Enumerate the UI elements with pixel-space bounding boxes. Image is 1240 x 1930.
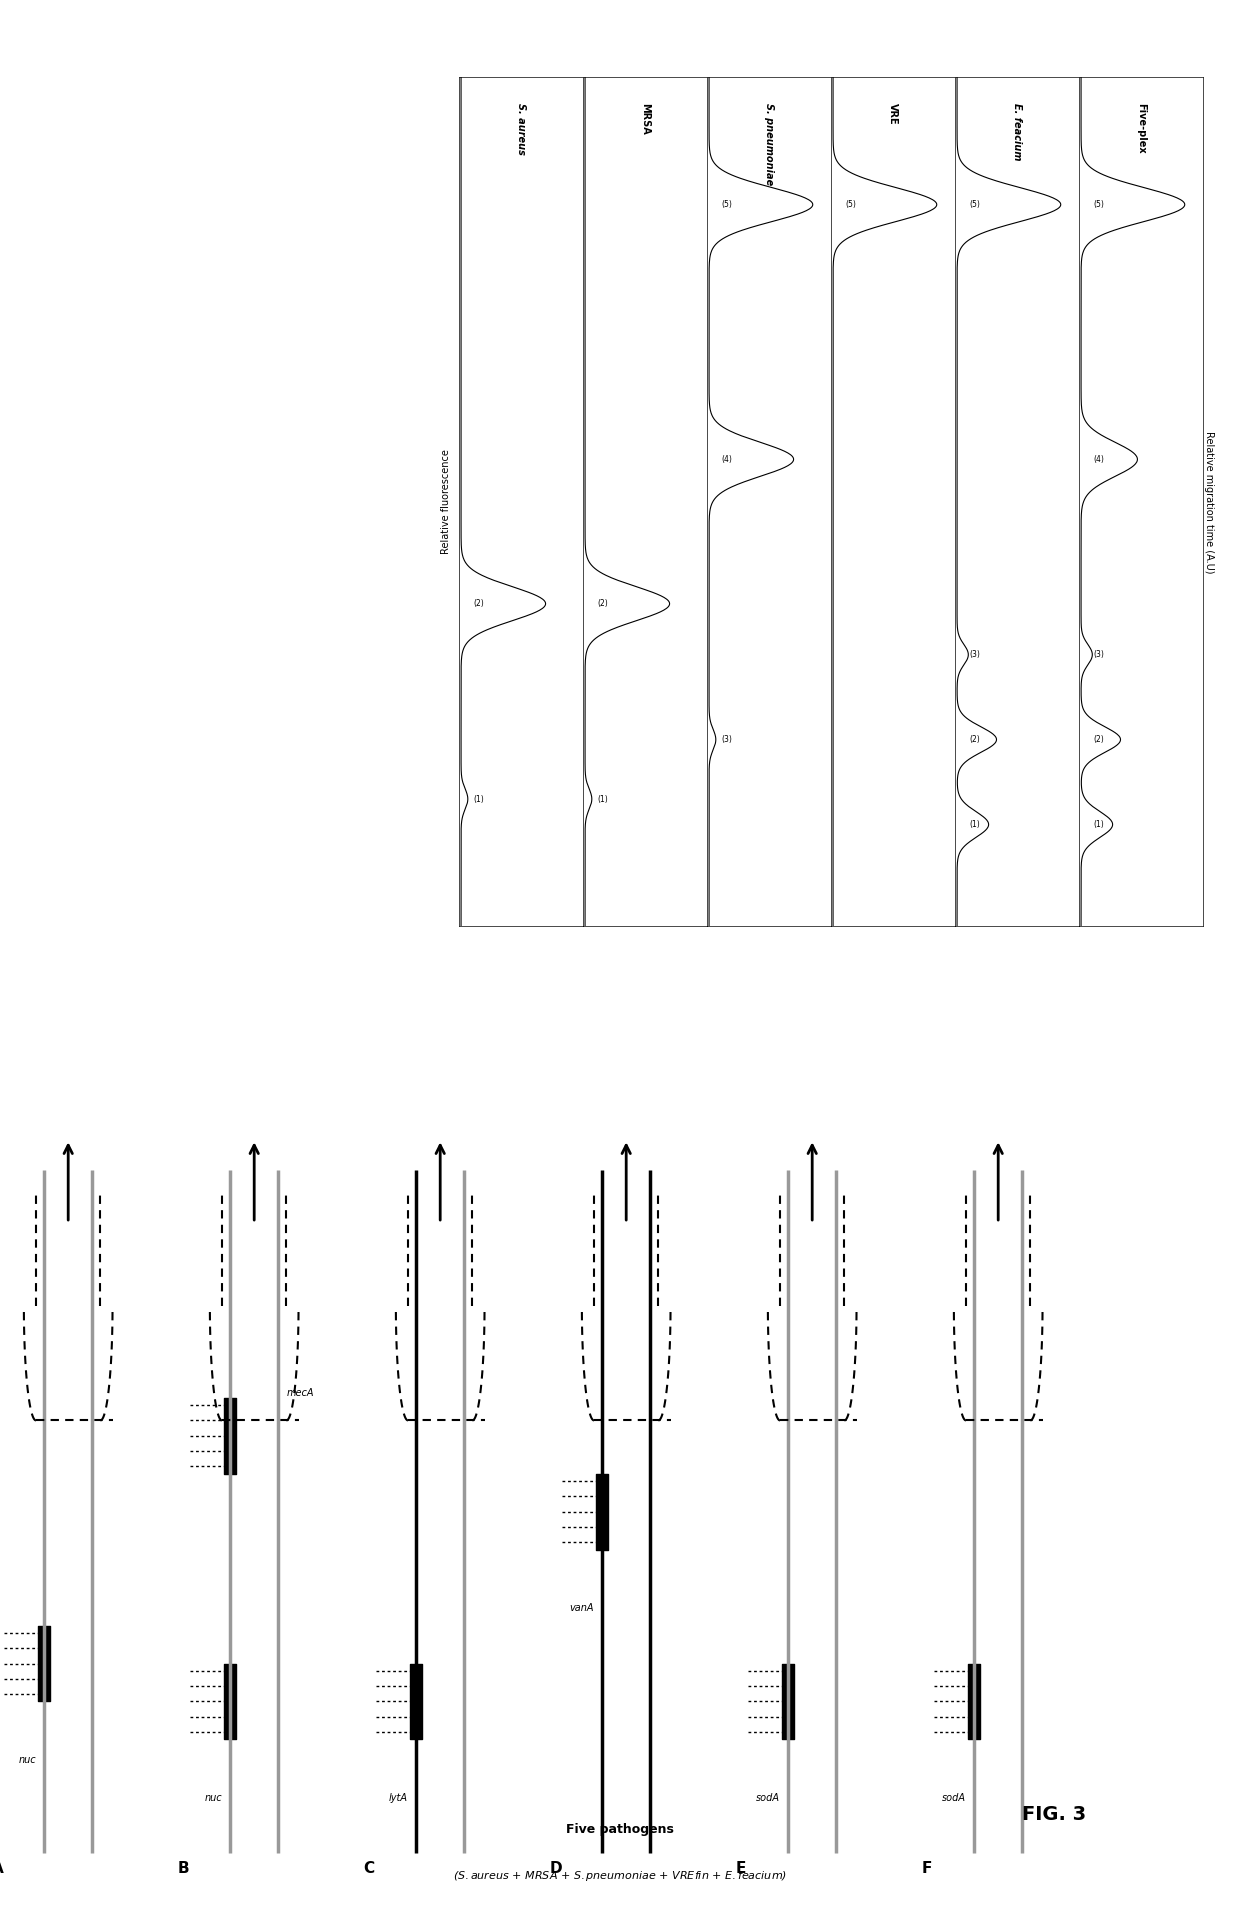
Text: mecA: mecA <box>286 1388 314 1397</box>
Text: C: C <box>363 1861 374 1876</box>
Text: sodA: sodA <box>756 1793 780 1803</box>
Text: E: E <box>735 1861 746 1876</box>
Text: (5): (5) <box>1094 201 1105 208</box>
Text: E. feacium: E. feacium <box>1012 102 1022 160</box>
Text: (3): (3) <box>970 650 981 660</box>
Text: S. pneumoniae: S. pneumoniae <box>764 102 774 185</box>
Text: VRE: VRE <box>888 102 898 124</box>
Text: (2): (2) <box>970 735 981 745</box>
Text: F: F <box>921 1861 932 1876</box>
Text: (5): (5) <box>970 201 981 208</box>
Text: (1): (1) <box>598 795 609 803</box>
Text: (3): (3) <box>1094 650 1105 660</box>
Text: MRSA: MRSA <box>640 102 650 135</box>
Text: (1): (1) <box>970 820 981 830</box>
Text: (4): (4) <box>1094 455 1105 463</box>
Text: (2): (2) <box>1094 735 1105 745</box>
Text: ($S. aureus$ + $MRSA$ + $S. pneumoniae$ + $VREfin$ + $E. feacium$): ($S. aureus$ + $MRSA$ + $S. pneumoniae$ … <box>453 1868 787 1884</box>
Text: (3): (3) <box>722 735 733 745</box>
Text: nuc: nuc <box>205 1793 222 1803</box>
Text: Five pathogens: Five pathogens <box>567 1824 673 1835</box>
Text: sodA: sodA <box>942 1793 966 1803</box>
Text: (2): (2) <box>598 598 609 608</box>
Text: (1): (1) <box>474 795 485 803</box>
Text: vanA: vanA <box>569 1602 594 1613</box>
Text: Relative fluorescence: Relative fluorescence <box>441 450 451 554</box>
Text: (2): (2) <box>474 598 485 608</box>
Text: lytA: lytA <box>389 1793 408 1803</box>
Text: (5): (5) <box>722 201 733 208</box>
Text: D: D <box>549 1861 562 1876</box>
Text: (1): (1) <box>1094 820 1105 830</box>
Text: B: B <box>177 1861 190 1876</box>
Text: Five-plex: Five-plex <box>1136 102 1146 152</box>
Text: S. aureus: S. aureus <box>516 102 526 154</box>
Text: nuc: nuc <box>19 1754 36 1764</box>
Text: FIG. 3: FIG. 3 <box>1022 1805 1086 1824</box>
Text: (5): (5) <box>846 201 857 208</box>
Y-axis label: Relative migration time (A.U): Relative migration time (A.U) <box>1204 430 1214 573</box>
Text: A: A <box>0 1861 4 1876</box>
Text: (4): (4) <box>722 455 733 463</box>
